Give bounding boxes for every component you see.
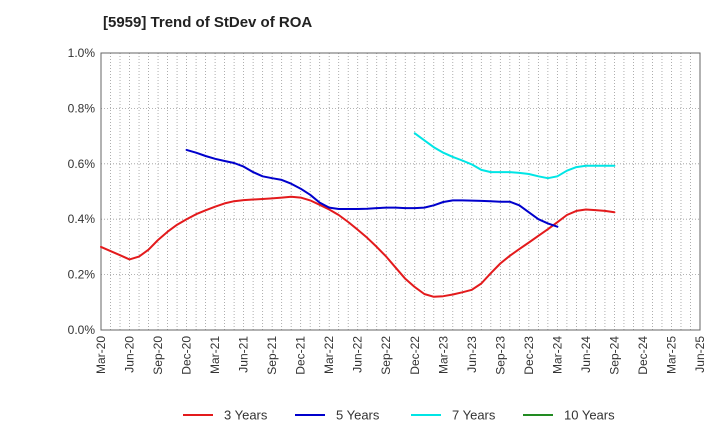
legend-label: 3 Years [224, 408, 268, 423]
x-tick-label: Dec-24 [636, 336, 650, 375]
x-tick-label: Sep-22 [379, 336, 393, 375]
x-tick-label: Jun-24 [579, 336, 593, 373]
y-tick-label: 0.4% [68, 212, 96, 226]
x-tick-label: Dec-22 [408, 336, 422, 375]
x-tick-label: Sep-23 [493, 336, 507, 375]
legend-label: 7 Years [452, 408, 496, 423]
x-tick-label: Jun-20 [123, 336, 137, 373]
legend: 3 Years 5 Years 7 Years 10 Years [183, 408, 615, 423]
x-tick-label: Mar-25 [664, 336, 678, 374]
y-tick-label: 1.0% [68, 46, 96, 60]
x-tick-label: Sep-24 [607, 336, 621, 375]
y-tick-label: 0.8% [68, 101, 96, 115]
chart-title: [5959] Trend of StDev of ROA [103, 14, 313, 31]
x-tick-label: Jun-21 [237, 336, 251, 373]
axis-layer: 0.0% 0.2% 0.4% 0.6% 0.8% 1.0% Mar-20 Jun-20 Sep-… [68, 46, 707, 375]
x-tick-label: Mar-24 [550, 336, 564, 374]
y-tick-label: 0.0% [68, 323, 96, 337]
plot-border [100, 52, 701, 331]
x-tick-label: Sep-21 [265, 336, 279, 375]
x-tick-label: Mar-20 [94, 336, 108, 374]
x-tick-label: Mar-23 [436, 336, 450, 374]
x-tick-label: Mar-22 [322, 336, 336, 374]
x-tick-label: Dec-20 [180, 336, 194, 375]
x-tick-label: Jun-23 [465, 336, 479, 373]
x-tick-label: Jun-22 [351, 336, 365, 373]
x-tick-label: Mar-21 [208, 336, 222, 374]
series-line-3-years [100, 195, 616, 298]
x-tick-label: Dec-23 [522, 336, 536, 375]
x-tick-label: Dec-21 [294, 336, 308, 375]
series-layer [100, 132, 616, 298]
legend-label: 10 Years [564, 408, 615, 423]
plot-area [101, 53, 700, 330]
series-line-5-years [185, 148, 559, 228]
series-line-7-years [413, 132, 616, 180]
x-tick-label: Sep-20 [151, 336, 165, 375]
x-tick-label: Jun-25 [693, 336, 707, 373]
y-tick-label: 0.6% [68, 157, 96, 171]
grid-layer [101, 52, 700, 330]
y-tick-label: 0.2% [68, 268, 96, 282]
legend-label: 5 Years [336, 408, 380, 423]
